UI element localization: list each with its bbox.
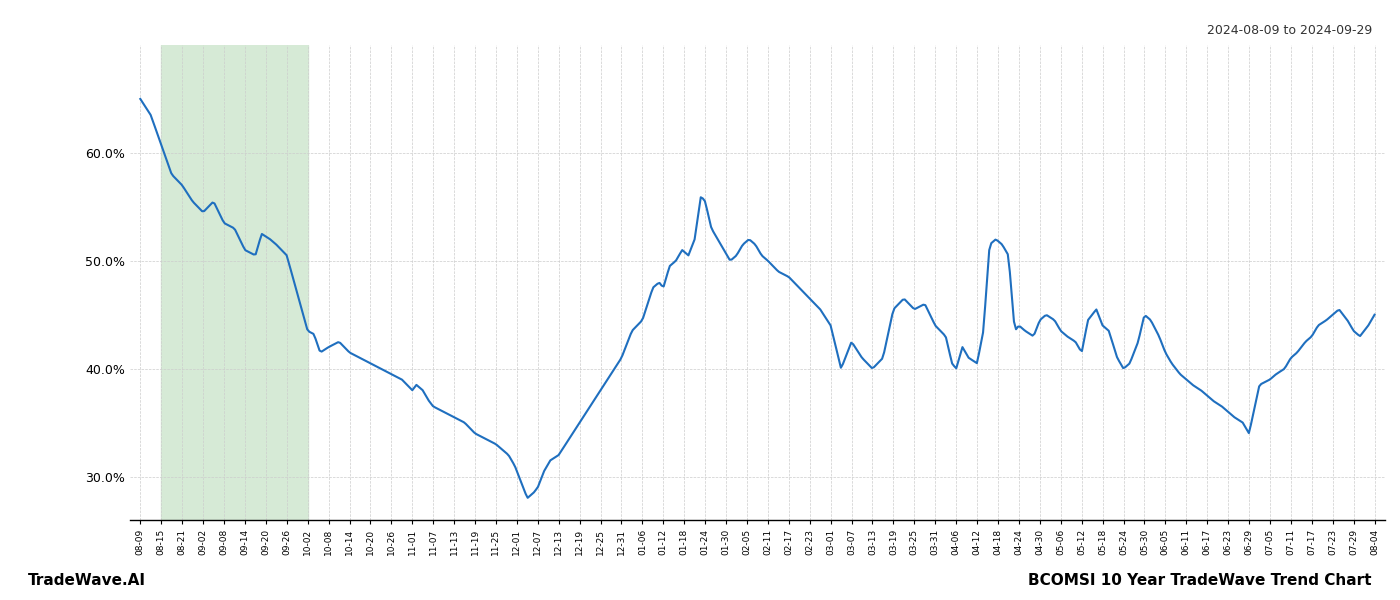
Bar <box>161 45 308 520</box>
Text: BCOMSI 10 Year TradeWave Trend Chart: BCOMSI 10 Year TradeWave Trend Chart <box>1029 573 1372 588</box>
Text: 2024-08-09 to 2024-09-29: 2024-08-09 to 2024-09-29 <box>1207 24 1372 37</box>
Text: TradeWave.AI: TradeWave.AI <box>28 573 146 588</box>
